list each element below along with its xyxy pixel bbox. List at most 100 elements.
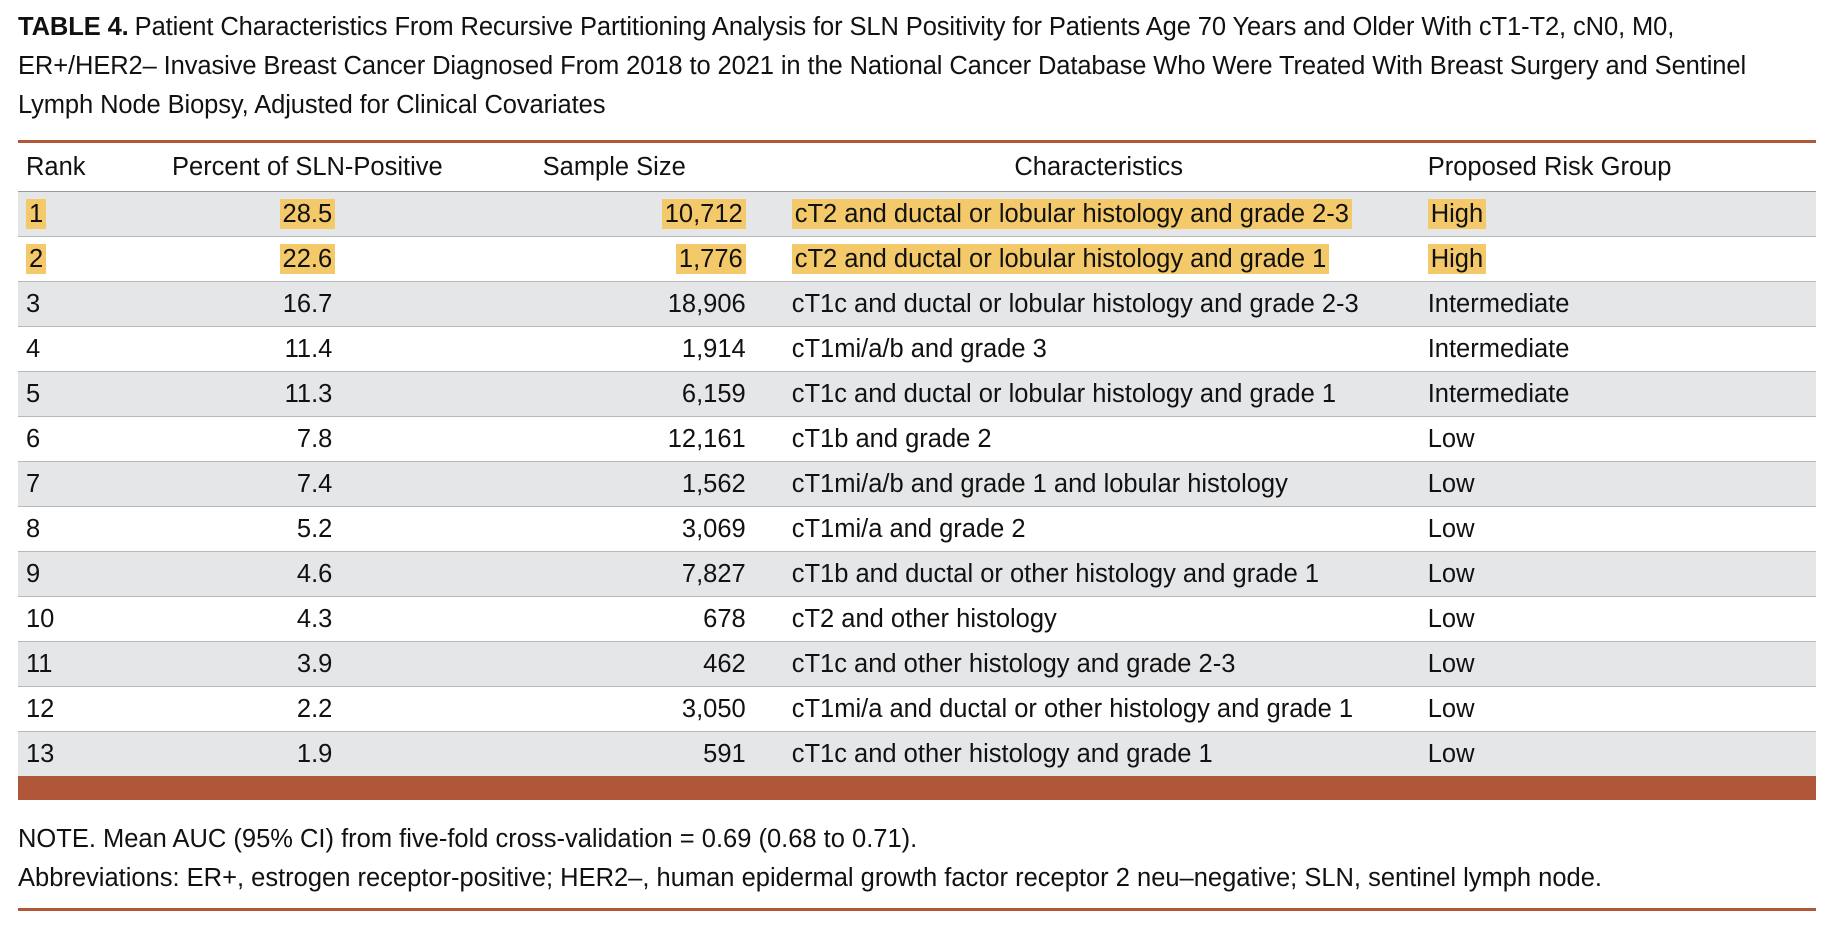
cell-rank-text: 10 xyxy=(26,604,55,633)
cell-risk-group-text: Low xyxy=(1427,739,1475,768)
cell-risk-group-text: Intermediate xyxy=(1427,379,1570,408)
cell-sample-size-text: 12,161 xyxy=(667,424,746,453)
cell-sample-size: 462 xyxy=(450,641,778,687)
cell-risk-group: Low xyxy=(1419,641,1816,687)
cell-percent-text: 2.2 xyxy=(296,694,333,723)
cell-sample-size-text: 7,827 xyxy=(681,559,746,588)
table-row: 11 3.9 462 cT1c and other histology and gra… xyxy=(18,641,1816,687)
cell-characteristics-text: cT1b and ductal or other histology and g… xyxy=(791,559,1320,588)
cell-percent: 4.6 xyxy=(164,551,451,597)
cell-percent-text: 4.6 xyxy=(296,559,333,588)
cell-risk-group: Low xyxy=(1419,416,1816,462)
cell-sample-size-text: 1,776 xyxy=(675,243,746,274)
cell-percent: 7.8 xyxy=(164,416,451,462)
cell-percent-text: 5.2 xyxy=(296,514,333,543)
cell-risk-group: Intermediate xyxy=(1419,371,1816,417)
cell-sample-size: 6,159 xyxy=(450,371,778,417)
cell-characteristics: cT1b and ductal or other histology and g… xyxy=(777,551,1420,597)
cell-characteristics-text: cT2 and ductal or lobular histology and … xyxy=(791,243,1330,274)
cell-percent: 3.9 xyxy=(164,641,451,687)
header-sample-size: Sample Size xyxy=(450,143,778,192)
cell-characteristics: cT1mi/a/b and grade 1 and lobular histol… xyxy=(777,461,1420,507)
header-characteristics: Characteristics xyxy=(777,143,1420,192)
cell-characteristics-text: cT2 and ductal or lobular histology and … xyxy=(791,198,1352,229)
cell-characteristics-text: cT2 and other histology xyxy=(791,604,1057,633)
cell-percent: 28.5 xyxy=(164,191,451,237)
cell-risk-group-text: Intermediate xyxy=(1427,334,1570,363)
table-body: 1 28.5 10,712 cT2 and ductal or lobular his… xyxy=(18,191,1816,776)
cell-percent: 1.9 xyxy=(164,731,451,776)
cell-characteristics-text: cT1c and other histology and grade 1 xyxy=(791,739,1213,768)
cell-characteristics-text: cT1c and ductal or lobular histology and… xyxy=(791,379,1337,408)
cell-sample-size-text: 462 xyxy=(703,649,746,678)
cell-rank: 8 xyxy=(18,506,164,552)
cell-sample-size: 18,906 xyxy=(450,281,778,327)
cell-sample-size: 7,827 xyxy=(450,551,778,597)
cell-sample-size: 591 xyxy=(450,731,778,776)
cell-sample-size-text: 6,159 xyxy=(681,379,746,408)
cell-risk-group-text: Low xyxy=(1427,649,1475,678)
cell-characteristics: cT2 and ductal or lobular histology and … xyxy=(777,236,1420,282)
cell-sample-size: 1,776 xyxy=(450,236,778,282)
cell-sample-size: 12,161 xyxy=(450,416,778,462)
cell-risk-group-text: Low xyxy=(1427,469,1475,498)
cell-rank-text: 6 xyxy=(26,424,41,453)
cell-risk-group: High xyxy=(1419,191,1816,237)
cell-percent-text: 28.5 xyxy=(279,198,336,229)
note-text: NOTE. Mean AUC (95% CI) from five-fold c… xyxy=(18,825,918,853)
cell-rank-text: 3 xyxy=(26,289,41,318)
cell-characteristics: cT1c and ductal or lobular histology and… xyxy=(777,371,1420,417)
abbreviations-text: Abbreviations: ER+, estrogen receptor-po… xyxy=(18,864,1602,892)
cell-percent-text: 11.4 xyxy=(284,334,333,363)
cell-sample-size: 3,050 xyxy=(450,686,778,732)
cell-rank-text: 7 xyxy=(26,469,41,498)
cell-rank: 6 xyxy=(18,416,164,462)
cell-risk-group: Low xyxy=(1419,506,1816,552)
cell-risk-group: Low xyxy=(1419,551,1816,597)
cell-risk-group: Low xyxy=(1419,461,1816,507)
cell-risk-group-text: Low xyxy=(1427,604,1475,633)
cell-sample-size: 3,069 xyxy=(450,506,778,552)
cell-sample-size-text: 3,069 xyxy=(681,514,746,543)
cell-percent: 16.7 xyxy=(164,281,451,327)
cell-risk-group: Low xyxy=(1419,596,1816,642)
cell-risk-group-text: High xyxy=(1427,243,1487,274)
cell-percent: 22.6 xyxy=(164,236,451,282)
cell-risk-group-text: High xyxy=(1427,198,1487,229)
table-caption: TABLE 4. Patient Characteristics From Rec… xyxy=(18,8,1816,125)
cell-sample-size: 678 xyxy=(450,596,778,642)
cell-sample-size: 1,562 xyxy=(450,461,778,507)
cell-rank-text: 9 xyxy=(26,559,41,588)
cell-percent: 11.4 xyxy=(164,326,451,372)
table-row: 4 11.4 1,914 cT1mi/a/b and grade 3 Intermedi… xyxy=(18,326,1816,372)
cell-percent-text: 3.9 xyxy=(296,649,333,678)
cell-risk-group: High xyxy=(1419,236,1816,282)
header-risk-group: Proposed Risk Group xyxy=(1419,143,1816,192)
table-row: 10 4.3 678 cT2 and other histology Low xyxy=(18,596,1816,642)
cell-risk-group-text: Low xyxy=(1427,694,1475,723)
cell-characteristics-text: cT1mi/a and ductal or other histology an… xyxy=(791,694,1354,723)
cell-sample-size: 1,914 xyxy=(450,326,778,372)
table-row: 3 16.7 18,906 cT1c and ductal or lobular hi… xyxy=(18,281,1816,327)
cell-characteristics-text: cT1b and grade 2 xyxy=(791,424,992,453)
cell-rank-text: 13 xyxy=(26,739,55,768)
table-row: 9 4.6 7,827 cT1b and ductal or other histol… xyxy=(18,551,1816,597)
cell-characteristics: cT1c and other histology and grade 1 xyxy=(777,731,1420,776)
header-percent: Percent of SLN-Positive xyxy=(164,143,451,192)
cell-sample-size-text: 1,914 xyxy=(681,334,746,363)
cell-rank: 5 xyxy=(18,371,164,417)
table-header: Rank Percent of SLN-Positive Sample Size… xyxy=(18,143,1816,192)
table-row: 13 1.9 591 cT1c and other histology and gra… xyxy=(18,731,1816,776)
cell-risk-group: Intermediate xyxy=(1419,326,1816,372)
cell-sample-size-text: 1,562 xyxy=(681,469,746,498)
cell-percent-text: 4.3 xyxy=(296,604,333,633)
risk-table: Rank Percent of SLN-Positive Sample Size… xyxy=(18,143,1816,776)
cell-rank-text: 1 xyxy=(26,198,47,229)
cell-percent-text: 16.7 xyxy=(282,289,333,318)
cell-percent-text: 22.6 xyxy=(279,243,336,274)
cell-percent: 7.4 xyxy=(164,461,451,507)
cell-rank: 7 xyxy=(18,461,164,507)
cell-rank: 12 xyxy=(18,686,164,732)
cell-rank: 9 xyxy=(18,551,164,597)
table-row: 6 7.8 12,161 cT1b and grade 2 Low xyxy=(18,416,1816,462)
